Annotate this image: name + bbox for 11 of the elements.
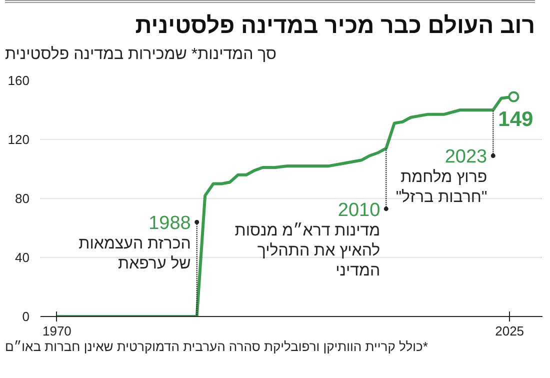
y-tick-label: 120 <box>8 132 30 147</box>
chart-title: רוב העולם כבר מכיר במדינה פלסטינית <box>5 0 535 42</box>
data-label: 149 <box>498 108 534 132</box>
chart-subtitle: סך המדינות* שמכירות במדינה פלסטינית <box>5 45 277 65</box>
x-tick-label: 2025 <box>495 324 524 338</box>
y-tick-label: 40 <box>15 250 30 265</box>
y-tick-label: 0 <box>22 309 30 324</box>
y-tick-label: 80 <box>15 191 30 206</box>
y-tick-label: 160 <box>8 73 30 88</box>
x-tick-label: 1970 <box>42 324 72 338</box>
text: *כולל קריית הוותיקן ורפובליקת סהרה הערבית הדמוקרטית שאינן חברות באו״ם <box>5 338 428 356</box>
